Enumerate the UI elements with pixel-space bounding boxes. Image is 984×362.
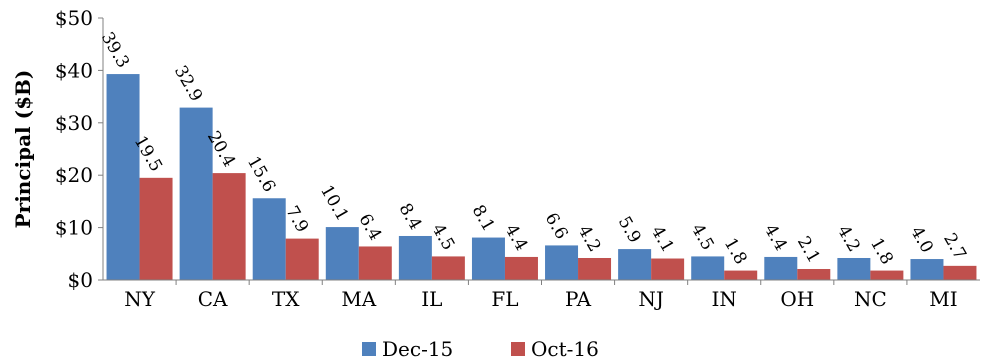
bar — [139, 177, 173, 280]
bar — [618, 249, 652, 280]
data-label: 5.9 — [614, 213, 645, 246]
data-label: 8.4 — [395, 200, 426, 233]
data-label: 2.7 — [939, 230, 970, 263]
data-label: 7.9 — [281, 203, 312, 236]
legend-label: Dec-15 — [382, 337, 453, 361]
data-label: 4.5 — [428, 220, 459, 253]
y-axis-title: Principal ($B) — [11, 70, 35, 229]
bar — [106, 74, 140, 281]
bar — [285, 238, 319, 280]
bar — [431, 256, 465, 280]
y-tick-label: $0 — [68, 268, 93, 292]
data-label: 15.6 — [243, 153, 279, 196]
data-label: 4.5 — [687, 220, 718, 253]
bar — [179, 107, 213, 280]
data-label: 4.1 — [647, 223, 678, 256]
data-label: 1.8 — [866, 235, 897, 268]
bar — [724, 270, 758, 280]
data-label: 10.1 — [316, 182, 352, 225]
x-tick-label: CA — [198, 287, 228, 311]
bar — [545, 245, 579, 280]
bar — [870, 270, 904, 280]
y-tick-label: $30 — [55, 111, 93, 135]
data-label: 39.3 — [97, 29, 133, 72]
data-label: 4.0 — [906, 223, 937, 256]
bar — [837, 257, 871, 280]
bar — [651, 258, 685, 280]
data-label: 4.2 — [574, 222, 605, 255]
y-tick-label: $20 — [55, 163, 93, 187]
bar — [471, 237, 505, 280]
bar — [943, 265, 977, 280]
data-label: 4.4 — [501, 221, 532, 254]
bars — [106, 74, 977, 281]
data-label: 6.6 — [541, 209, 572, 242]
data-label: 4.4 — [760, 221, 791, 254]
x-tick-label: NC — [854, 287, 887, 311]
bar — [797, 268, 831, 280]
bar — [398, 235, 432, 280]
x-tick-label: MI — [929, 287, 957, 311]
x-tick-label: OH — [780, 287, 814, 311]
bar — [764, 256, 798, 280]
y-tick-label: $50 — [55, 6, 93, 30]
x-tick-label: MA — [341, 287, 376, 311]
x-tick-label: PA — [565, 287, 592, 311]
x-tick-label: TX — [272, 287, 300, 311]
y-tick-label: $10 — [55, 216, 93, 240]
bar — [691, 256, 725, 280]
legend-label: Oct-16 — [531, 337, 599, 361]
x-tick-label: FL — [491, 287, 518, 311]
bar — [910, 259, 944, 280]
bar — [212, 173, 246, 280]
legend-swatch — [511, 342, 525, 356]
x-axis: NY CA TX MA IL FL PA NJ IN OH NC MI — [103, 279, 980, 311]
x-tick-label: IN — [712, 287, 737, 311]
x-tick-label: IL — [421, 287, 442, 311]
x-tick-label: NJ — [638, 287, 664, 311]
bar — [252, 198, 286, 280]
x-tick-label: NY — [124, 287, 156, 311]
legend-swatch — [362, 342, 376, 356]
bar — [358, 246, 392, 280]
data-label: 4.2 — [833, 222, 864, 255]
y-tick-label: $40 — [55, 58, 93, 82]
data-label: 8.1 — [468, 202, 499, 235]
legend: Dec-15 Oct-16 — [362, 337, 599, 361]
data-label: 32.9 — [170, 62, 206, 105]
bar — [578, 257, 612, 280]
data-label: 2.1 — [793, 233, 824, 266]
bar — [504, 256, 538, 280]
y-axis: $0 $10 $20 $30 $40 $50 — [55, 6, 104, 292]
data-label: 1.8 — [720, 235, 751, 268]
data-label: 6.4 — [354, 211, 385, 244]
bar — [325, 227, 359, 280]
